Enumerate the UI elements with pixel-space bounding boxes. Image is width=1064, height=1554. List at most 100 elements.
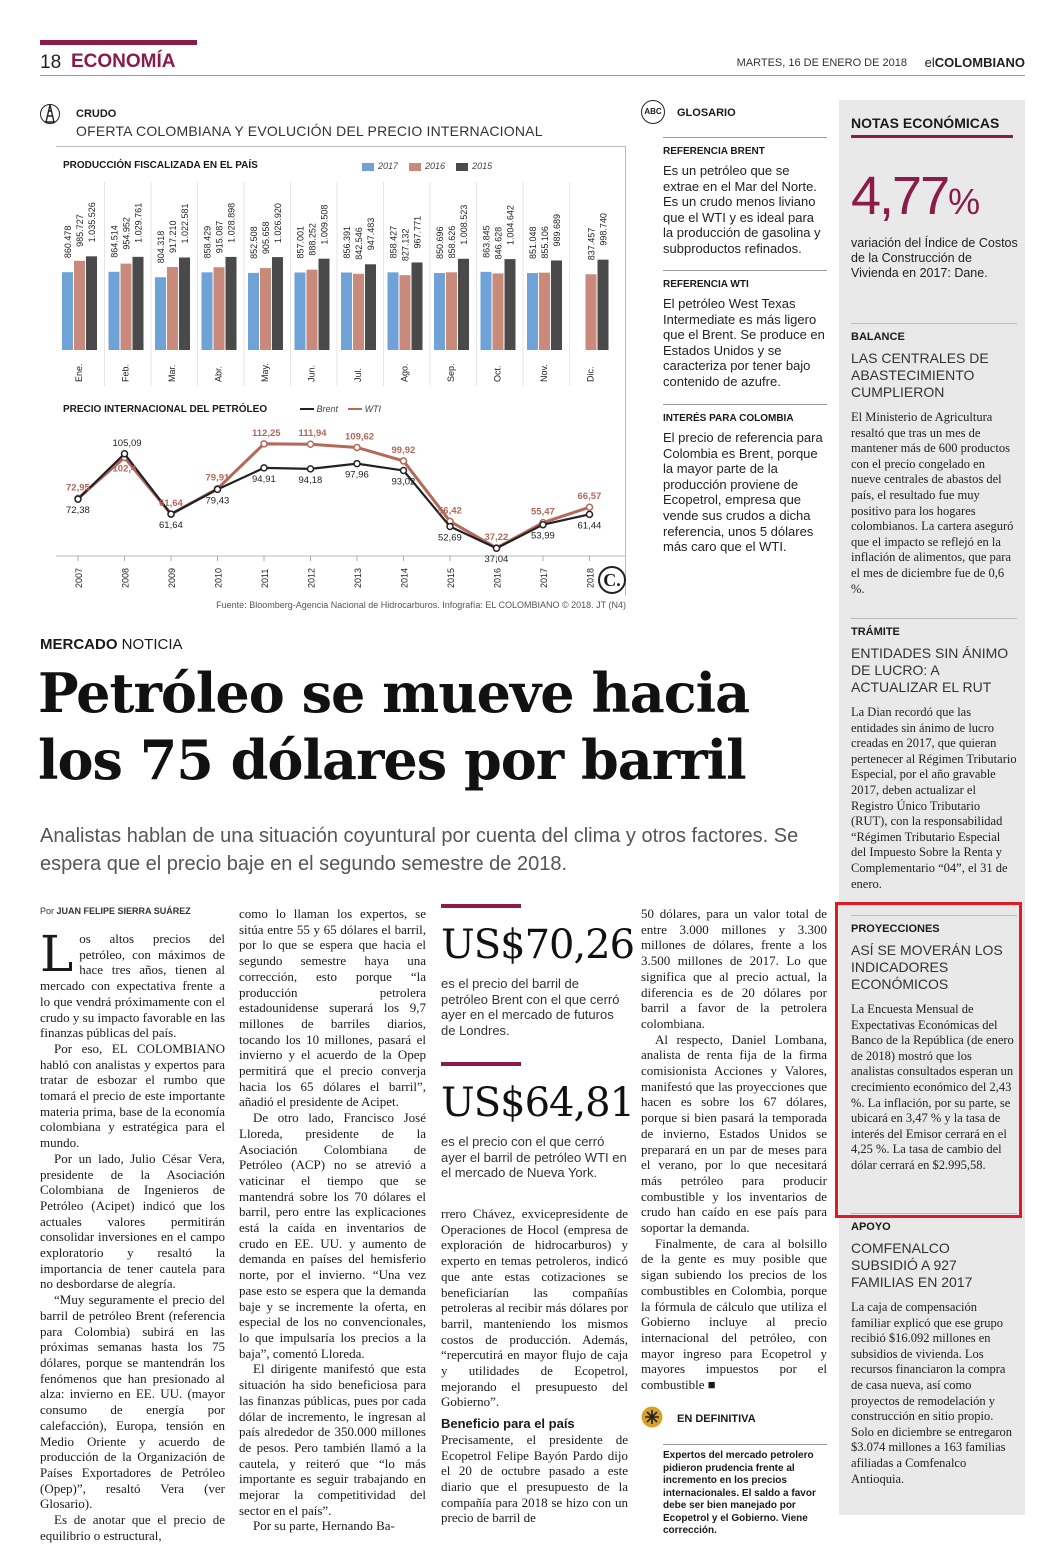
article-paragraph: Por eso, EL COLOMBIANO habló con analist…: [40, 1040, 225, 1151]
bar-value-label: 1.029.761: [134, 203, 144, 243]
article-column-3: rrero Chávez, exvicepresidente de Operac…: [441, 1206, 628, 1526]
bar-value-label: 837.457: [587, 228, 597, 261]
bar: [179, 257, 190, 350]
brent-value-label: 61,44: [578, 520, 602, 531]
bar-value-label: 1.022.581: [180, 203, 190, 243]
bar-value-label: 1.009.508: [320, 205, 330, 245]
price-legend: Brent WTI: [300, 404, 381, 414]
wti-value-label: 61,64: [159, 498, 183, 509]
wti-value-label: 99,92: [392, 445, 416, 456]
series-line-wti: [77, 442, 590, 550]
pull-quote-rule: [441, 1062, 521, 1066]
brent-value-label: 94,18: [299, 475, 323, 486]
legend-item-2017: 2017: [362, 161, 398, 171]
note-body: La Encuesta Mensual de Expectativas Econ…: [851, 1002, 1014, 1172]
bar: [539, 272, 550, 350]
data-point: [306, 440, 315, 448]
article-subhead: Analistas hablan de una situación coyunt…: [40, 825, 799, 875]
article-paragraph: De otro lado, Francisco José Lloreda, pr…: [239, 1110, 426, 1361]
year-tick-label: 2016: [493, 568, 503, 588]
pull-quote-number: US$70,26: [441, 922, 635, 968]
page-number: 18: [40, 52, 62, 73]
oil-derrick-icon: [40, 104, 60, 124]
note-headline: LAS CENTRALES DE ABASTECIMIENTO CUMPLIER…: [851, 350, 989, 400]
newspaper-logo: C.: [598, 566, 626, 594]
bar-value-label: 857.001: [296, 226, 306, 259]
year-tick-label: 2010: [214, 568, 224, 588]
note-tramite: TRÁMITE ENTIDADES SIN ÁNIMO DE LUCRO: A …: [851, 618, 1017, 892]
bar-value-label: 851.048: [528, 226, 538, 259]
wti-value-label: 109,62: [345, 431, 374, 442]
bar: [74, 260, 85, 350]
bar-value-label: 850.696: [435, 226, 445, 259]
wti-value-label: 55,47: [531, 507, 555, 518]
bar: [353, 273, 364, 350]
glossary-definition: El petróleo West Texas Intermediate es m…: [663, 296, 825, 389]
month-tick-label: Ago.: [400, 363, 410, 382]
newspaper-brand: elCOLOMBIANO: [925, 55, 1025, 70]
article-paragraph: El dirigente manifestó que esta situació…: [239, 1361, 426, 1518]
note-apoyo: APOYO COMFENALCO SUBSIDIÓ A 927 FAMILIAS…: [851, 1213, 1017, 1487]
wti-value-label: 37,22: [485, 532, 509, 543]
brent-value-label: 37,04: [485, 554, 509, 565]
brent-value-label: 94,91: [252, 474, 276, 485]
article-paragraph: Por un lado, Julio César Vera, president…: [40, 1150, 225, 1292]
glossary-term: REFERENCIA WTI: [663, 279, 749, 290]
article-paragraph: rrero Chávez, exvicepresidente de Operac…: [441, 1206, 628, 1410]
price-chart-title: PRECIO INTERNACIONAL DEL PETRÓLEO: [63, 404, 268, 415]
byline-author: JUAN FELIPE SIERRA SUÁREZ: [56, 906, 191, 916]
bar-value-label: 842.546: [354, 227, 364, 260]
glossary-item: REFERENCIA WTI El petróleo West Texas In…: [663, 270, 827, 390]
note-headline: ASÍ SE MOVERÁN LOS INDICADORES ECONÓMICO…: [851, 942, 1003, 992]
article-paragraph: “Muy seguramente el precio del barril de…: [40, 1292, 225, 1512]
wti-value-label: 111,94: [299, 428, 328, 439]
oil-infographic: CRUDO OFERTA COLOMBIANA Y EVOLUCIÓN DEL …: [40, 100, 630, 615]
bar: [446, 272, 457, 350]
data-point: [167, 510, 175, 518]
bar-value-label: 905.658: [261, 222, 271, 255]
paragraph-text: os altos precios del petróleo, con máxim…: [40, 931, 225, 1041]
month-tick-label: Sep.: [446, 363, 456, 382]
kicker-category: MERCADO: [40, 636, 118, 653]
bar: [108, 271, 120, 350]
data-point: [539, 520, 547, 529]
note-headline: ENTIDADES SIN ÁNIMO DE LUCRO: A ACTUALIZ…: [851, 645, 1009, 695]
month-tick-label: Jun.: [307, 365, 317, 382]
legend-label-wti: WTI: [364, 404, 382, 414]
bar: [225, 256, 237, 350]
article-column-4: 50 dólares, para un valor total de entre…: [641, 906, 827, 1393]
wti-legend-line: [348, 408, 363, 410]
note-body: La caja de compensación familiar explicó…: [851, 1300, 1013, 1486]
note-label: PROYECCIONES: [851, 923, 940, 935]
year-tick-label: 2008: [121, 568, 131, 588]
production-chart-title: PRODUCCIÓN FISCALIZADA EN EL PAÍS: [63, 160, 258, 171]
bar: [318, 258, 330, 350]
page-header: 18 ECONOMÍA MARTES, 16 DE ENERO DE 2018 …: [40, 40, 1025, 76]
brent-value-label: 97,96: [345, 470, 369, 481]
bar-value-label: 1.028.898: [227, 203, 237, 243]
brent-value-label: 61,64: [159, 520, 183, 531]
bar-value-label: 985.727: [75, 214, 85, 247]
month-tick-label: Abr.: [214, 366, 224, 382]
legend-swatch: [456, 162, 469, 171]
article-subheading: Beneficio para el país: [441, 1416, 575, 1432]
data-point: [492, 544, 501, 552]
year-tick-label: 2018: [586, 568, 596, 588]
featured-figure-description: variación del Índice de Costos de la Con…: [851, 236, 1018, 280]
bar-value-label: 852.508: [249, 226, 259, 259]
bar-value-label: 855.106: [540, 226, 550, 259]
data-point: [446, 522, 454, 531]
legend-item-2016: 2016: [409, 161, 445, 171]
wti-value-label: 56,42: [438, 505, 462, 516]
article-paragraph: Al respecto, Daniel Lombana, analista de…: [641, 1031, 827, 1236]
infographic-title: OFERTA COLOMBIANA Y EVOLUCIÓN DEL PRECIO…: [76, 123, 543, 139]
featured-unit: %: [948, 181, 981, 222]
month-tick-label: Feb.: [121, 364, 131, 382]
month-tick-label: May.: [260, 363, 270, 382]
data-point: [213, 485, 222, 494]
article-headline: Petróleo se mueve hacia los 75 dólares p…: [38, 661, 750, 792]
bar: [399, 275, 411, 350]
bar-value-label: 998.740: [599, 213, 609, 246]
year-tick-label: 2015: [446, 568, 456, 588]
